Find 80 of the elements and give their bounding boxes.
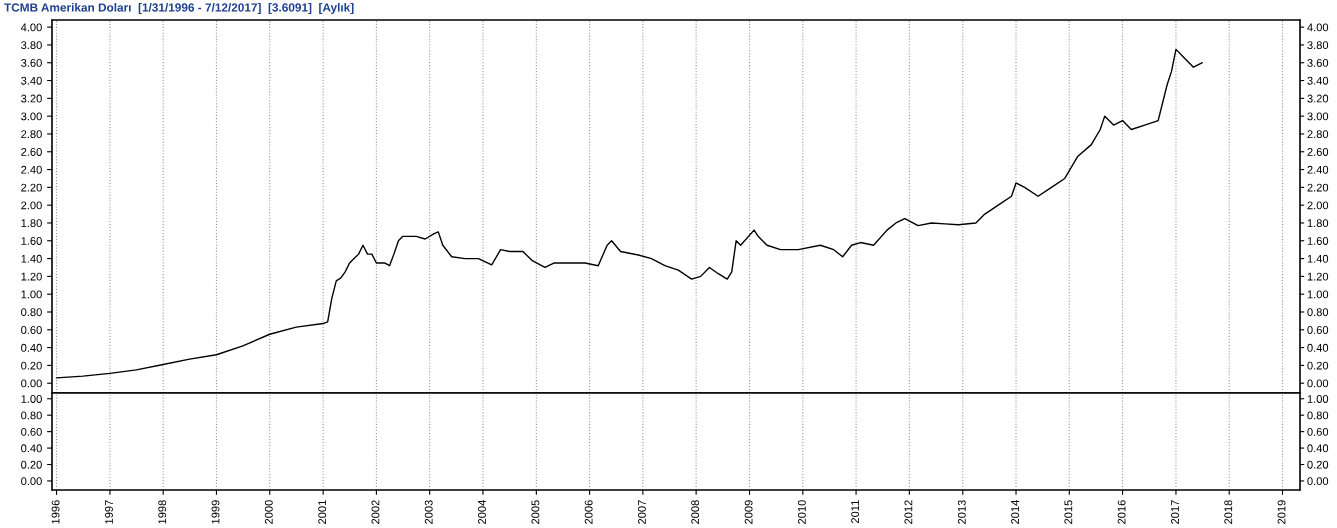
y2-tick-label: 3.40 bbox=[1307, 76, 1329, 85]
y2-tick-label: 2.40 bbox=[1307, 165, 1329, 174]
line-series bbox=[55, 48, 1204, 379]
y-tick-label: 0.40 bbox=[21, 343, 42, 352]
y2-tick-label: 0.20 bbox=[1307, 460, 1329, 469]
y-tick-label: 1.60 bbox=[21, 237, 42, 245]
y2-tick-label: 0.60 bbox=[1307, 427, 1329, 436]
y-tick-label: 3.80 bbox=[21, 41, 42, 50]
y2-tick-label: 0.00 bbox=[1307, 477, 1329, 486]
x-tick-label: 2001 bbox=[318, 500, 327, 524]
y-tick-label: 0.00 bbox=[21, 477, 42, 486]
x-tick-label: 2009 bbox=[744, 500, 753, 524]
y2-tick-label: 0.40 bbox=[1307, 444, 1329, 453]
y2-tick-label: 1.80 bbox=[1307, 219, 1329, 228]
y-tick-label: 0.20 bbox=[21, 460, 42, 469]
y2-tick-label: 2.80 bbox=[1307, 130, 1329, 139]
y-tick-label: 3.20 bbox=[21, 94, 42, 103]
y2-tick-label: 2.60 bbox=[1307, 148, 1329, 156]
y-tick-label: 3.00 bbox=[21, 112, 42, 121]
y2-tick-label: 2.00 bbox=[1307, 201, 1329, 210]
y-tick-label: 0.00 bbox=[21, 379, 42, 388]
y-tick-label: 4.00 bbox=[20, 23, 42, 32]
x-tick-label: 1996 bbox=[51, 500, 60, 524]
y2-tick-label: 1.00 bbox=[1307, 395, 1329, 403]
y-tick-label: 1.80 bbox=[21, 219, 42, 228]
y-tick-label: 2.60 bbox=[21, 148, 42, 156]
y2-tick-label: 4.00 bbox=[1307, 23, 1329, 32]
y2-tick-label: 0.00 bbox=[1307, 379, 1329, 388]
y2-tick-label: 1.40 bbox=[1307, 254, 1329, 263]
y2-tick-label: 1.00 bbox=[1307, 290, 1329, 299]
y-tick-label: 0.80 bbox=[21, 411, 42, 420]
y-tick-label: 2.20 bbox=[21, 183, 42, 192]
y2-tick-label: 1.20 bbox=[1307, 272, 1329, 281]
x-tick-label: 2007 bbox=[637, 500, 646, 524]
y-tick-label: 1.00 bbox=[21, 395, 42, 403]
y-tick-label: 1.00 bbox=[21, 290, 42, 299]
y-tick-label: 0.40 bbox=[21, 444, 42, 453]
y2-tick-label: 0.60 bbox=[1307, 326, 1329, 334]
x-tick-label: 2015 bbox=[1064, 500, 1073, 524]
x-tick-label: 1997 bbox=[105, 500, 113, 524]
x-tick-label: 2005 bbox=[531, 500, 540, 524]
x-tick-label: 2018 bbox=[1224, 500, 1233, 524]
x-tick-label: 1998 bbox=[158, 500, 167, 524]
x-tick-label: 2004 bbox=[478, 500, 486, 524]
y2-tick-label: 3.60 bbox=[1307, 59, 1329, 67]
y-tick-label: 0.60 bbox=[21, 326, 42, 334]
x-tick-label: 2002 bbox=[371, 500, 380, 524]
x-tick-label: 2013 bbox=[957, 500, 966, 524]
y2-tick-label: 0.80 bbox=[1307, 308, 1329, 317]
y-tick-label: 0.20 bbox=[21, 361, 42, 370]
y-tick-label: 1.40 bbox=[21, 254, 42, 263]
x-tick-label: 2003 bbox=[424, 500, 433, 524]
x-tick-label: 2016 bbox=[1117, 500, 1126, 524]
y-tick-label: 0.80 bbox=[21, 308, 42, 317]
x-tick-label: 2017 bbox=[1171, 500, 1179, 524]
y-tick-label: 3.60 bbox=[21, 59, 42, 67]
y2-tick-label: 1.60 bbox=[1307, 237, 1329, 245]
y2-tick-label: 0.80 bbox=[1307, 411, 1329, 420]
x-tick-label: 2014 bbox=[1011, 500, 1019, 524]
y2-tick-label: 0.20 bbox=[1307, 361, 1329, 370]
x-tick-label: 2011 bbox=[851, 500, 860, 524]
chart-title: TCMB Amerikan Doları [1/31/1996 - 7/12/2017] [3.6091] [Aylık] bbox=[4, 3, 354, 14]
y-tick-label: 2.40 bbox=[21, 165, 42, 174]
y2-tick-label: 3.20 bbox=[1307, 94, 1329, 103]
x-tick-label: 2019 bbox=[1277, 500, 1286, 524]
x-tick-label: 2006 bbox=[584, 500, 593, 524]
y2-tick-label: 3.00 bbox=[1307, 112, 1329, 121]
x-tick-label: 2012 bbox=[904, 500, 913, 524]
y2-tick-label: 0.40 bbox=[1307, 343, 1329, 352]
y2-tick-label: 3.80 bbox=[1307, 41, 1329, 50]
y2-tick-label: 2.20 bbox=[1307, 183, 1329, 192]
y-tick-label: 0.60 bbox=[21, 427, 42, 436]
x-tick-label: 2008 bbox=[691, 500, 700, 524]
x-tick-label: 2000 bbox=[264, 500, 273, 524]
x-tick-label: 2010 bbox=[797, 500, 806, 524]
x-tick-label: 1999 bbox=[211, 500, 220, 524]
y-tick-label: 1.20 bbox=[21, 272, 42, 281]
y-tick-label: 2.80 bbox=[21, 130, 42, 139]
y-tick-label: 3.40 bbox=[21, 76, 42, 85]
y-tick-label: 2.00 bbox=[21, 201, 42, 210]
